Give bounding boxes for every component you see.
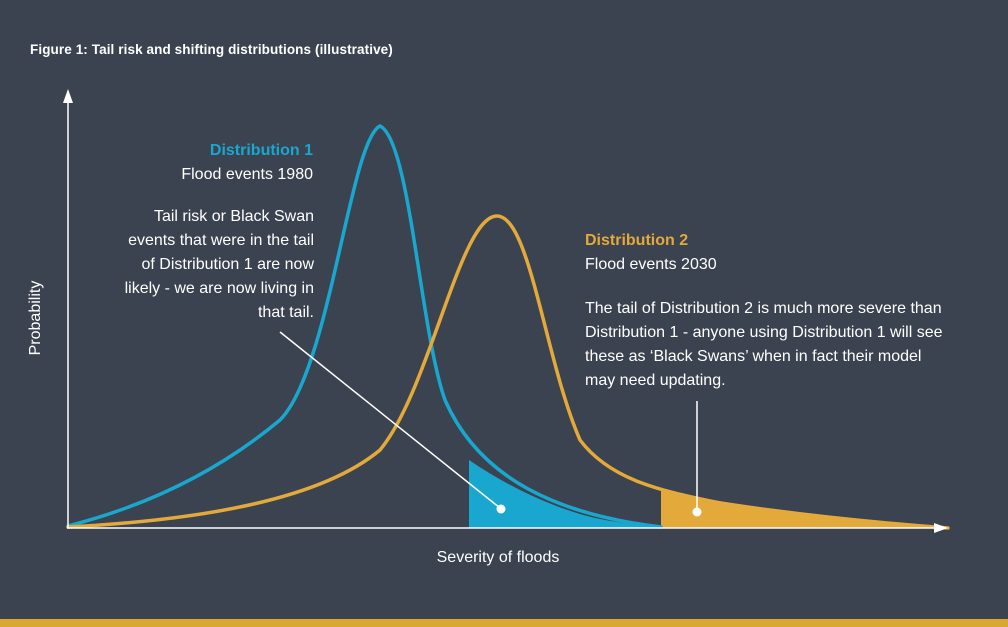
- dist1-curve: [66, 124, 663, 529]
- dist2-subtitle: Flood events 2030: [585, 256, 717, 273]
- y-axis-arrow-icon: [63, 89, 73, 103]
- dist2-callout-dot: [692, 507, 702, 517]
- dist1-callout-dot: [496, 504, 506, 514]
- x-axis-arrow-icon: [934, 523, 948, 533]
- dist1-subtitle: Flood events 1980: [181, 166, 313, 183]
- dist1-note: Tail risk or Black Swan events that were…: [124, 208, 314, 321]
- dist2-note: The tail of Distribution 2 is much more …: [585, 300, 943, 389]
- dist1-tail-area: [469, 460, 661, 528]
- dist2-tail-area: [661, 491, 948, 528]
- dist2-title: Distribution 2: [585, 232, 689, 249]
- figure-title: Figure 1: Tail risk and shifting distrib…: [30, 42, 393, 57]
- dist2-curve: [66, 214, 950, 530]
- accent-bar: [0, 619, 1008, 627]
- y-axis-label: Probability: [27, 280, 44, 356]
- dist1-title: Distribution 1: [209, 142, 313, 159]
- x-axis-label: Severity of floods: [436, 549, 560, 566]
- dist1-callout-line: [279, 331, 501, 509]
